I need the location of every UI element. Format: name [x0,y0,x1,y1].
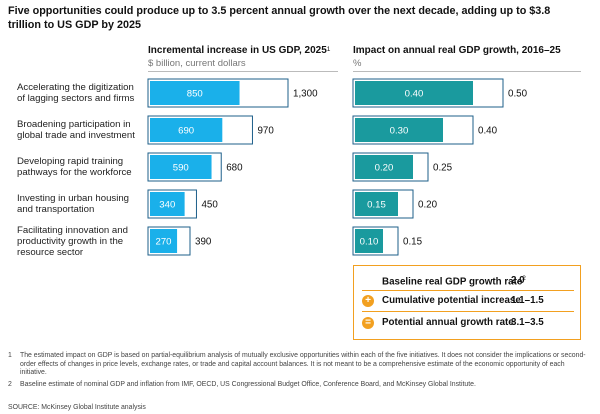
growth-value-bar-0 [355,81,473,105]
right-panel-rule [353,71,581,72]
footnote-1-number: 1 [8,352,12,359]
growth-summary-box: Baseline real GDP growth rate2 2.0 + Cum… [353,265,581,340]
left-panel-title-text: Incremental increase in US GDP, 2025 [148,45,327,56]
baseline-value: 2.0 [511,275,525,286]
row-label-urban: Investing in urban housing and transport… [17,193,130,216]
left-panel-subtitle: $ billion, current dollars [148,58,246,69]
potential-label: Potential annual growth rate [382,317,514,328]
equals-icon: = [362,317,374,329]
gdp-value-bar-1 [150,118,223,142]
growth-total-label-0: 0.50 [508,89,528,100]
plus-icon: + [362,295,374,307]
growth-value-bar-2 [355,155,413,179]
growth-value-bar-3 [355,192,398,216]
left-panel-title: Incremental increase in US GDP, 20251 [148,45,348,57]
legend-divider-2 [362,311,574,312]
footnote-1-text: The estimated impact on GDP is based on … [20,352,586,377]
growth-value-bar-1 [355,118,443,142]
legend-divider-1 [362,290,574,291]
growth-value-label-4: 0.10 [360,237,379,248]
footnote-2: 2 Baseline estimate of nominal GDP and i… [8,381,588,390]
growth-total-label-3: 0.20 [418,200,438,211]
gdp-total-label-2: 680 [226,163,243,174]
footnote-2-text: Baseline estimate of nominal GDP and inf… [20,381,476,388]
chart-title: Five opportunities could produce up to 3… [8,5,551,31]
footnote-1: 1 The estimated impact on GDP is based o… [8,352,588,378]
row-label-training: Developing rapid training pathways for t… [17,156,132,179]
left-panel-rule [148,71,338,72]
gdp-total-label-0: 1,300 [293,89,318,100]
gdp-value-label-4: 270 [156,237,172,248]
right-panel-title: Impact on annual real GDP growth, 2016–2… [353,45,561,56]
right-panel-subtitle: % [353,58,362,69]
row-label-resource: Facilitating innovation and productivity… [17,225,128,259]
gdp-value-label-2: 590 [173,163,189,174]
gdp-total-label-1: 970 [257,126,274,137]
growth-total-label-4: 0.15 [403,237,423,248]
growth-total-label-1: 0.40 [478,126,498,137]
baseline-label-text: Baseline real GDP growth rate [382,276,523,288]
growth-value-label-0: 0.40 [405,89,424,100]
growth-value-bar-4 [355,229,383,253]
gdp-value-bar-3 [150,192,185,216]
source-note: SOURCE: McKinsey Global Institute analys… [8,404,146,411]
baseline-footnote-mark: 2 [522,275,526,282]
gdp-value-bar-4 [150,229,178,253]
growth-total-label-2: 0.25 [433,163,453,174]
footnote-2-number: 2 [8,381,12,388]
potential-value: 3.1–3.5 [511,317,544,328]
gdp-total-label-4: 390 [195,237,212,248]
gdp-total-label-3: 450 [201,200,218,211]
row-label-trade: Broadening participation in global trade… [17,119,135,142]
gdp-value-bar-2 [150,155,212,179]
growth-value-label-1: 0.30 [390,126,409,137]
growth-value-label-3: 0.15 [367,200,386,211]
gdp-value-label-1: 690 [178,126,194,137]
cumulative-value: 1.1–1.5 [511,295,544,306]
gdp-value-label-0: 850 [187,89,203,100]
left-panel-footnote-mark: 1 [326,46,331,53]
baseline-label: Baseline real GDP growth rate2 [382,275,526,287]
gdp-value-label-3: 340 [159,200,175,211]
row-label-digitization: Accelerating the digitization of lagging… [17,82,135,105]
cumulative-label: Cumulative potential increase [382,295,521,306]
growth-value-label-2: 0.20 [375,163,394,174]
gdp-value-bar-0 [150,81,240,105]
